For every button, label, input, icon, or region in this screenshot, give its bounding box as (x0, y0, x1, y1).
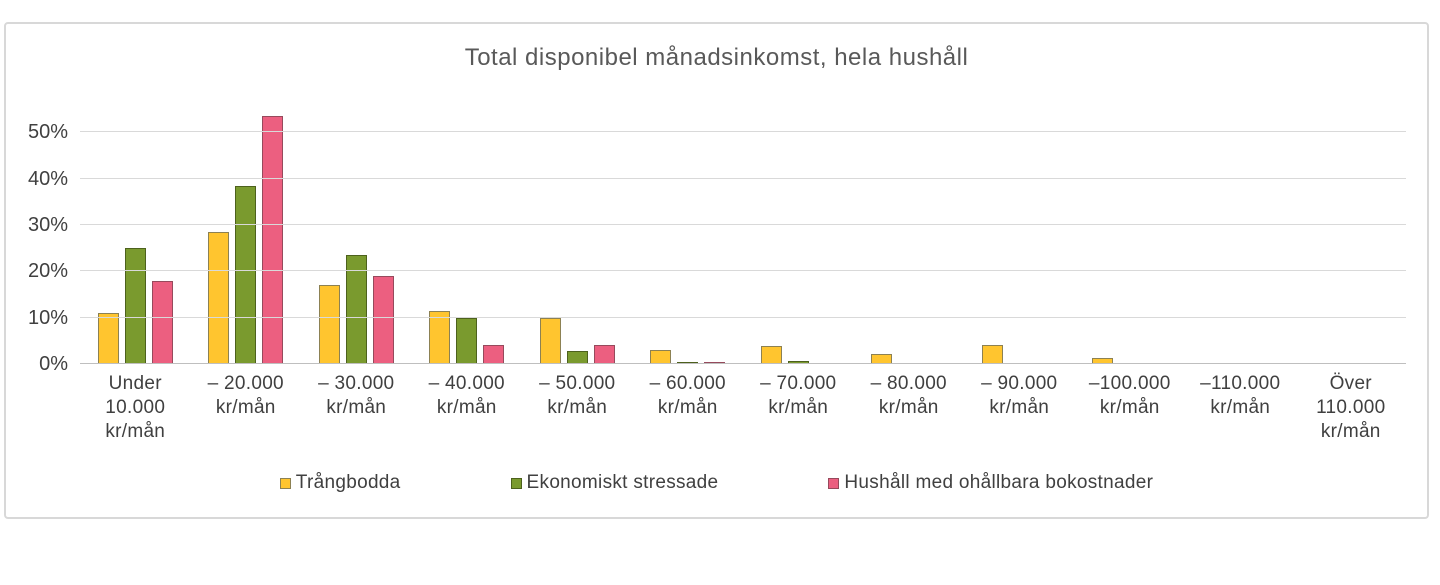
bar-group (1185, 109, 1296, 364)
legend-label: Ekonomiskt stressade (526, 472, 719, 493)
legend: Trångbodda Ekonomiskt stressade Hushåll me… (6, 472, 1427, 494)
bar-group (301, 109, 412, 364)
x-axis-line (80, 363, 1406, 364)
plot-area (80, 109, 1406, 364)
bar-group (1075, 109, 1186, 364)
bar-group (964, 109, 1075, 364)
bar (97, 313, 119, 364)
bar-group (633, 109, 744, 364)
x-axis-category-label: – 20.000 kr/mån (207, 373, 284, 418)
x-axis-category-label: – 30.000 kr/mån (318, 373, 395, 418)
gridline (80, 177, 1406, 179)
y-axis-tick-label: 20% (27, 260, 68, 283)
bar-groups (80, 109, 1406, 364)
x-axis-category-label: – 70.000 kr/mån (760, 373, 837, 418)
bar (345, 255, 367, 364)
bar (124, 248, 146, 364)
bar (151, 280, 173, 364)
y-axis: 0% 10% 20% 30% 40% 50% (6, 109, 68, 374)
bar (318, 285, 340, 364)
legend-swatch-icon (828, 477, 840, 489)
gridline (80, 131, 1406, 133)
bar-group (191, 109, 302, 364)
bar-group (80, 109, 191, 364)
bar-group (854, 109, 965, 364)
bar (483, 345, 505, 364)
gridline (80, 316, 1406, 318)
legend-item: Hushåll med ohållbara bokostnader (828, 472, 1153, 494)
y-axis-tick-label: 40% (27, 167, 68, 190)
chart-title: Total disponibel månadsinkomst, hela hus… (464, 44, 969, 71)
x-axis-category-label: – 80.000 kr/mån (870, 373, 947, 418)
y-axis-tick-label: 50% (27, 121, 68, 144)
legend-swatch-icon (510, 477, 522, 489)
legend-label: Hushåll med ohållbara bokostnader (844, 472, 1154, 493)
bar-group (522, 109, 633, 364)
chart-card: Total disponibel månadsinkomst, hela hus… (4, 22, 1429, 519)
y-axis-tick-label: 10% (27, 306, 68, 329)
bar (593, 345, 615, 364)
x-axis-category-label: – 50.000 kr/mån (539, 373, 616, 418)
x-axis: Under 10.000 kr/mån – 20.000 kr/mån – 30.000 k… (80, 372, 1406, 444)
x-axis-category-label: Över 110.000 kr/mån (1316, 373, 1386, 442)
bar (429, 310, 451, 364)
x-axis-category-label: –110.000 kr/mån (1200, 373, 1281, 418)
bar (981, 345, 1003, 364)
x-axis-category-label: – 40.000 kr/mån (428, 373, 505, 418)
bar-group (743, 109, 854, 364)
bar (208, 231, 230, 364)
bar (539, 317, 561, 364)
legend-item: Trångbodda (279, 472, 401, 494)
bar (650, 350, 672, 364)
gridline (80, 223, 1406, 225)
legend-item: Ekonomiskt stressade (510, 472, 719, 494)
x-axis-category-label: –100.000 kr/mån (1088, 373, 1171, 418)
bar-group (1296, 109, 1407, 364)
bar (372, 275, 394, 364)
bar (760, 346, 782, 364)
legend-swatch-icon (279, 477, 291, 489)
y-axis-tick-label: 0% (39, 353, 68, 375)
gridline (80, 270, 1406, 272)
x-axis-category-label: – 60.000 kr/mån (649, 373, 726, 418)
legend-label: Trångbodda (295, 472, 401, 493)
bar (235, 185, 257, 364)
x-axis-category-label: Under 10.000 kr/mån (105, 373, 166, 442)
x-axis-category-label: – 90.000 kr/mån (981, 373, 1058, 418)
y-axis-tick-label: 30% (27, 213, 68, 236)
bar (456, 317, 478, 364)
bar (262, 115, 284, 364)
bar-group (412, 109, 523, 364)
